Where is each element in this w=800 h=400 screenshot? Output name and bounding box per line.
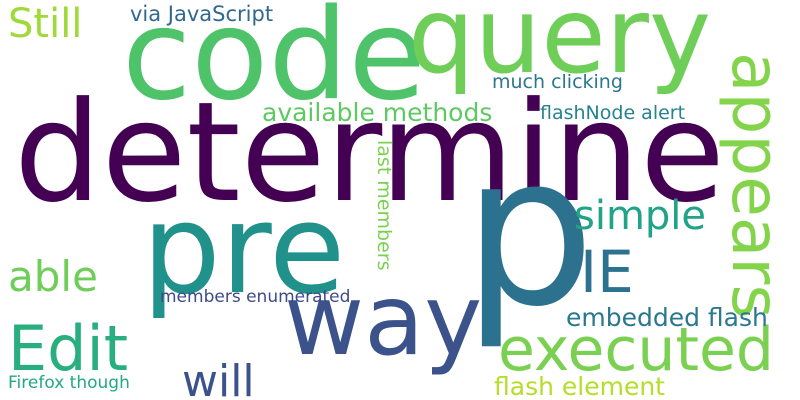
word-pre: pre xyxy=(142,178,346,322)
word-determine: determine xyxy=(14,72,725,233)
word-via-javascript: via JavaScript xyxy=(130,2,274,26)
word-query: query xyxy=(408,0,712,97)
word-simple: simple xyxy=(574,193,707,239)
word-ie: IE xyxy=(580,238,634,306)
word-way: way xyxy=(284,264,483,378)
word-able: able xyxy=(8,252,98,301)
word-flashnode-alert: flashNode alert xyxy=(540,102,686,124)
word-code: code xyxy=(122,0,426,128)
word-available-methods: available methods xyxy=(262,98,493,127)
word-members-enumerated: members enumerated xyxy=(160,287,351,307)
word-embedded-flash: embedded flash xyxy=(566,303,768,332)
word-firefox-though: Firefox though xyxy=(8,373,130,393)
word-last-members: last members xyxy=(373,140,395,271)
word-appears: appears xyxy=(717,52,794,319)
word-flash-element: flash element xyxy=(494,372,665,400)
word-will: will xyxy=(182,356,255,400)
word-executed: executed xyxy=(498,315,774,385)
word-p: p xyxy=(463,111,596,353)
word-edit: Edit xyxy=(8,312,129,385)
word-still: Still xyxy=(8,1,83,47)
word-much-clicking: much clicking xyxy=(492,71,623,93)
